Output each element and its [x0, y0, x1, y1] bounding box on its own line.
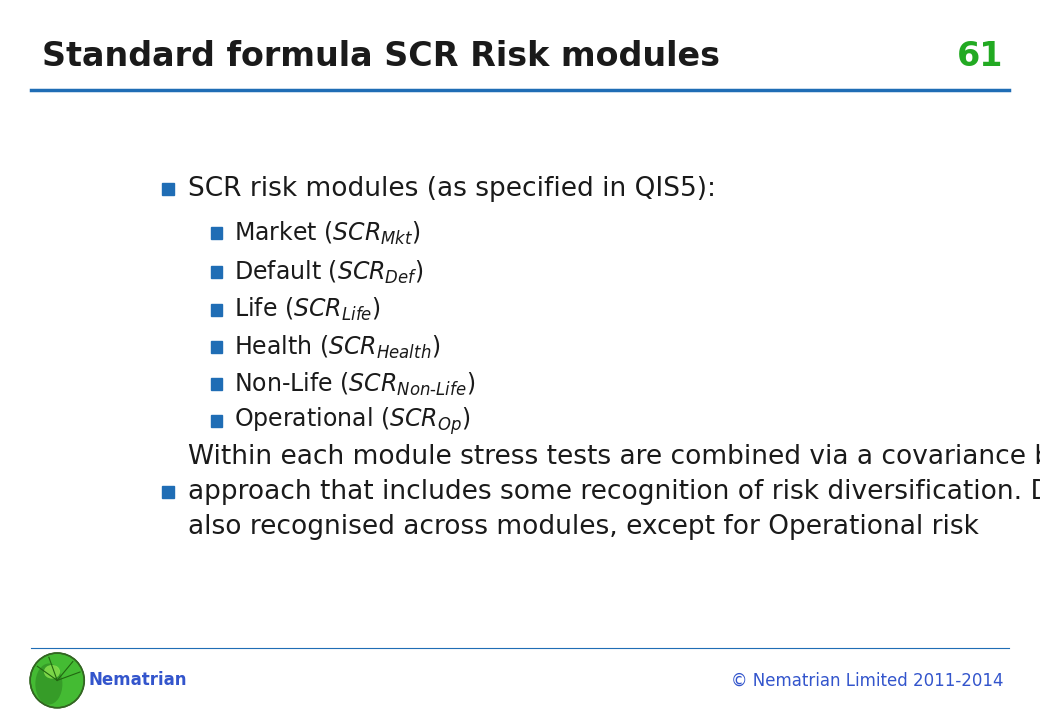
Text: Life ($\mathit{SCR}_{\mathit{Life}}$): Life ($\mathit{SCR}_{\mathit{Life}}$)	[234, 296, 381, 323]
Text: Standard formula SCR Risk modules: Standard formula SCR Risk modules	[42, 40, 720, 73]
Text: © Nematrian Limited 2011-2014: © Nematrian Limited 2011-2014	[731, 671, 1004, 690]
Text: Health ($\mathit{SCR}_{\mathit{Health}}$): Health ($\mathit{SCR}_{\mathit{Health}}$…	[234, 333, 440, 361]
Text: Within each module stress tests are combined via a covariance based
approach tha: Within each module stress tests are comb…	[188, 444, 1040, 540]
Text: 61: 61	[957, 40, 1004, 73]
Bar	[211, 266, 222, 278]
Bar	[211, 228, 222, 240]
Bar	[162, 183, 174, 195]
Text: Market ($\mathit{SCR}_{\mathit{Mkt}}$): Market ($\mathit{SCR}_{\mathit{Mkt}}$)	[234, 220, 421, 247]
Text: Operational ($\mathit{SCR}_{\mathit{Op}}$): Operational ($\mathit{SCR}_{\mathit{Op}}…	[234, 405, 470, 437]
Text: Default ($\mathit{SCR}_{\mathit{Def}}$): Default ($\mathit{SCR}_{\mathit{Def}}$)	[234, 258, 423, 286]
Bar	[211, 415, 222, 428]
Bar	[162, 486, 174, 498]
Bar	[211, 341, 222, 353]
Bar	[211, 378, 222, 390]
Text: Non-Life ($\mathit{SCR}_{\mathit{Non\text{-}Life}}$): Non-Life ($\mathit{SCR}_{\mathit{Non\tex…	[234, 371, 475, 397]
Bar	[211, 304, 222, 316]
Text: Nematrian: Nematrian	[88, 671, 187, 690]
Text: SCR risk modules (as specified in QIS5):: SCR risk modules (as specified in QIS5):	[188, 176, 716, 202]
